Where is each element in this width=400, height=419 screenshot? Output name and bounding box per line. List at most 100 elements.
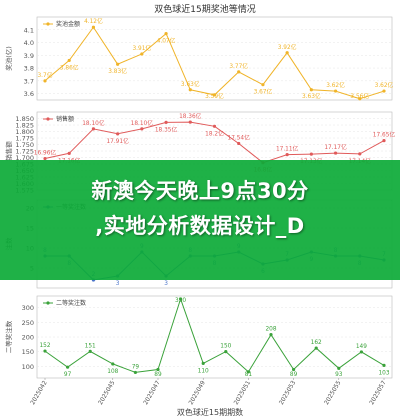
data-label: 18.10亿 (131, 119, 154, 127)
data-label: 89 (154, 372, 162, 378)
y-tick-label: 1.800 (15, 128, 34, 136)
data-label: 17.54亿 (228, 133, 251, 141)
legend-marker (46, 117, 50, 121)
data-label: 97 (64, 372, 72, 378)
data-point (237, 141, 241, 146)
data-label: 3.63亿 (181, 80, 200, 88)
legend-label: 奖池金额 (56, 20, 80, 28)
data-label: 79 (132, 364, 140, 370)
data-point (237, 70, 241, 74)
data-point (212, 93, 217, 97)
data-label: 3.91亿 (132, 44, 151, 52)
data-point (224, 350, 228, 354)
data-label: 103 (378, 370, 389, 376)
data-label: 89 (290, 372, 298, 378)
y-tick-label: 3.6 (24, 90, 34, 98)
y-tick-label: 1.725 (15, 148, 34, 156)
data-label: 110 (198, 368, 209, 374)
data-label: 4.07亿 (157, 37, 176, 45)
data-label: 108 (107, 369, 118, 375)
data-label: 162 (311, 340, 322, 346)
y-tick-label: 1.775 (15, 135, 34, 143)
data-point (201, 361, 205, 365)
data-point (164, 120, 168, 124)
data-label: 81 (245, 372, 253, 378)
data-label: 4.12亿 (84, 17, 103, 25)
y-tick-label: 100 (22, 363, 34, 371)
x-tick-label: 2025057 (368, 379, 388, 406)
data-point (285, 153, 289, 157)
x-tick-label: 2025051 (233, 379, 253, 406)
y-tick-label: 1.825 (15, 122, 34, 130)
y-tick-label: 1.750 (15, 141, 34, 149)
data-point (309, 152, 313, 156)
data-point (43, 79, 47, 83)
data-label: 17.91亿 (106, 137, 129, 145)
data-label: 3 (116, 281, 120, 287)
y-tick-label: 4.0 (24, 39, 34, 47)
data-point (67, 58, 71, 63)
data-point (212, 124, 217, 128)
x-tick-label: 2025053 (278, 379, 298, 406)
data-point (88, 349, 92, 353)
x-tick-label: 2025049 (188, 379, 208, 406)
data-point (382, 89, 386, 93)
data-label: 18.10亿 (82, 119, 105, 127)
data-label: 18.36亿 (179, 112, 202, 120)
data-point (292, 367, 296, 372)
data-point (188, 88, 192, 92)
data-point (269, 333, 273, 337)
data-point (382, 363, 386, 368)
data-point (111, 362, 115, 366)
legend-label: 二等奖注数 (56, 299, 86, 307)
data-label: 3.62亿 (326, 81, 345, 89)
overlay-banner: 新澳今天晚上9点30分 ,实地分析数据设计_D (0, 160, 400, 280)
y-axis-label: 奖池(亿) (4, 46, 13, 71)
data-point (179, 297, 183, 301)
data-point (309, 88, 313, 92)
x-tick-label: 2025047 (142, 379, 162, 406)
y-axis-label: 销售额 (4, 141, 13, 161)
data-point (140, 127, 144, 131)
data-label: 3 (164, 281, 168, 287)
data-point (261, 83, 265, 87)
data-point (314, 346, 318, 350)
data-point (382, 139, 386, 143)
data-point (67, 151, 71, 155)
data-point (66, 365, 70, 369)
y-tick-label: 4.1 (24, 26, 34, 34)
y-tick-label: 3.9 (24, 52, 34, 60)
banner-headline-line-2: ,实地分析数据设计_D (95, 214, 305, 238)
data-point (133, 370, 137, 375)
data-point (140, 52, 144, 56)
data-label: 3.59亿 (205, 92, 224, 100)
data-label: 3.7亿 (37, 71, 52, 79)
y-tick-label: 3.8 (24, 65, 34, 73)
data-point (43, 349, 47, 353)
data-label: 3.83亿 (108, 67, 127, 75)
data-label: 150 (220, 344, 231, 350)
data-point (91, 127, 96, 131)
y-tick-label: 150 (22, 348, 34, 356)
data-label: 18.35亿 (155, 125, 178, 133)
series-line (44, 297, 385, 373)
data-point (188, 120, 192, 124)
y-tick-label: 300 (22, 304, 34, 312)
y-tick-label: 1.700 (15, 154, 34, 162)
data-point (91, 25, 96, 29)
data-label: 152 (39, 343, 50, 349)
legend-marker (46, 22, 50, 26)
data-point (116, 132, 120, 136)
x-tick-label: 2025045 (97, 379, 117, 406)
data-label: 208 (265, 327, 276, 333)
data-point (156, 367, 160, 372)
data-label: 17.11亿 (276, 145, 299, 153)
data-point (246, 370, 250, 374)
legend-marker (46, 301, 50, 305)
data-label: 16.96亿 (34, 149, 57, 157)
data-label: 17.65亿 (373, 131, 396, 139)
data-label: 3.63亿 (302, 92, 321, 100)
data-label: 17.17亿 (324, 143, 347, 151)
legend-label: 销售额 (56, 115, 74, 123)
data-label: 3.62亿 (375, 81, 394, 89)
